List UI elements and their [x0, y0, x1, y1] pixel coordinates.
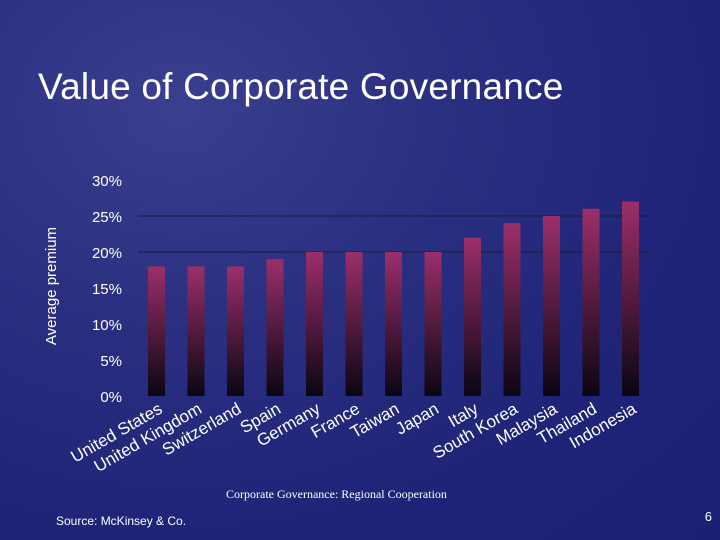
- x-tick-label: Japan: [392, 399, 442, 439]
- bar: [306, 252, 323, 396]
- bar: [148, 266, 165, 396]
- bar: [622, 201, 639, 396]
- bar: [582, 208, 600, 396]
- bar: [464, 237, 481, 396]
- bar: [187, 266, 205, 396]
- y-tick-label: 30%: [92, 173, 122, 190]
- y-tick-label: 25%: [92, 209, 122, 226]
- slide-title: Value of Corporate Governance: [38, 66, 564, 107]
- bar: [385, 252, 402, 396]
- y-tick-label: 15%: [92, 281, 122, 298]
- bar: [543, 216, 560, 396]
- bar: [503, 223, 521, 396]
- source-note: Source: McKinsey & Co.: [56, 514, 187, 528]
- y-tick-label: 0%: [100, 389, 122, 406]
- bar: [227, 266, 244, 396]
- bar: [266, 259, 284, 396]
- page-number: 6: [704, 509, 712, 524]
- footer-text: Corporate Governance: Regional Cooperati…: [226, 487, 447, 501]
- y-tick-label: 10%: [92, 317, 122, 334]
- y-tick-label: 20%: [92, 245, 122, 262]
- y-axis-label: Average premium: [43, 227, 60, 345]
- y-tick-label: 5%: [100, 353, 122, 370]
- bar: [424, 252, 442, 396]
- bar: [345, 252, 363, 396]
